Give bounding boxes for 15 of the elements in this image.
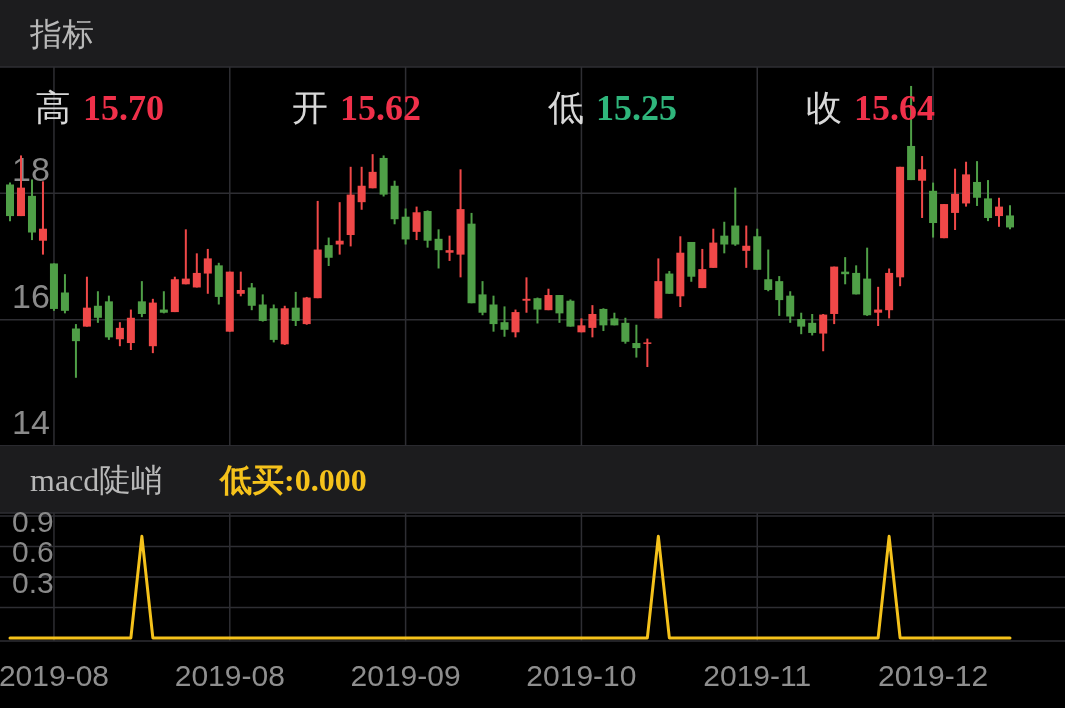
x-tick-label: 2019-12 (878, 659, 989, 692)
x-tick-label: 2019-08 (174, 659, 285, 692)
chart-title: 指标 (29, 15, 94, 52)
x-tick-label: 2019-11 (703, 659, 812, 692)
x-tick-label: 2019-09 (350, 659, 461, 692)
annotation: 低 15.25 (548, 87, 677, 128)
text: 低买:0.000 (218, 461, 367, 498)
y-tick-label: 14 (12, 403, 50, 441)
x-tick-label: 2019-10 (526, 659, 637, 692)
annotation: 高 15.70 (35, 87, 164, 128)
y-tick-label: 0.9 (12, 504, 54, 538)
x-tick-label: 2019-08 (0, 659, 110, 692)
annotation: 开 15.62 (292, 87, 421, 128)
chart-title: macd陡峭 (30, 461, 164, 498)
y-tick-label: 16 (12, 276, 50, 315)
